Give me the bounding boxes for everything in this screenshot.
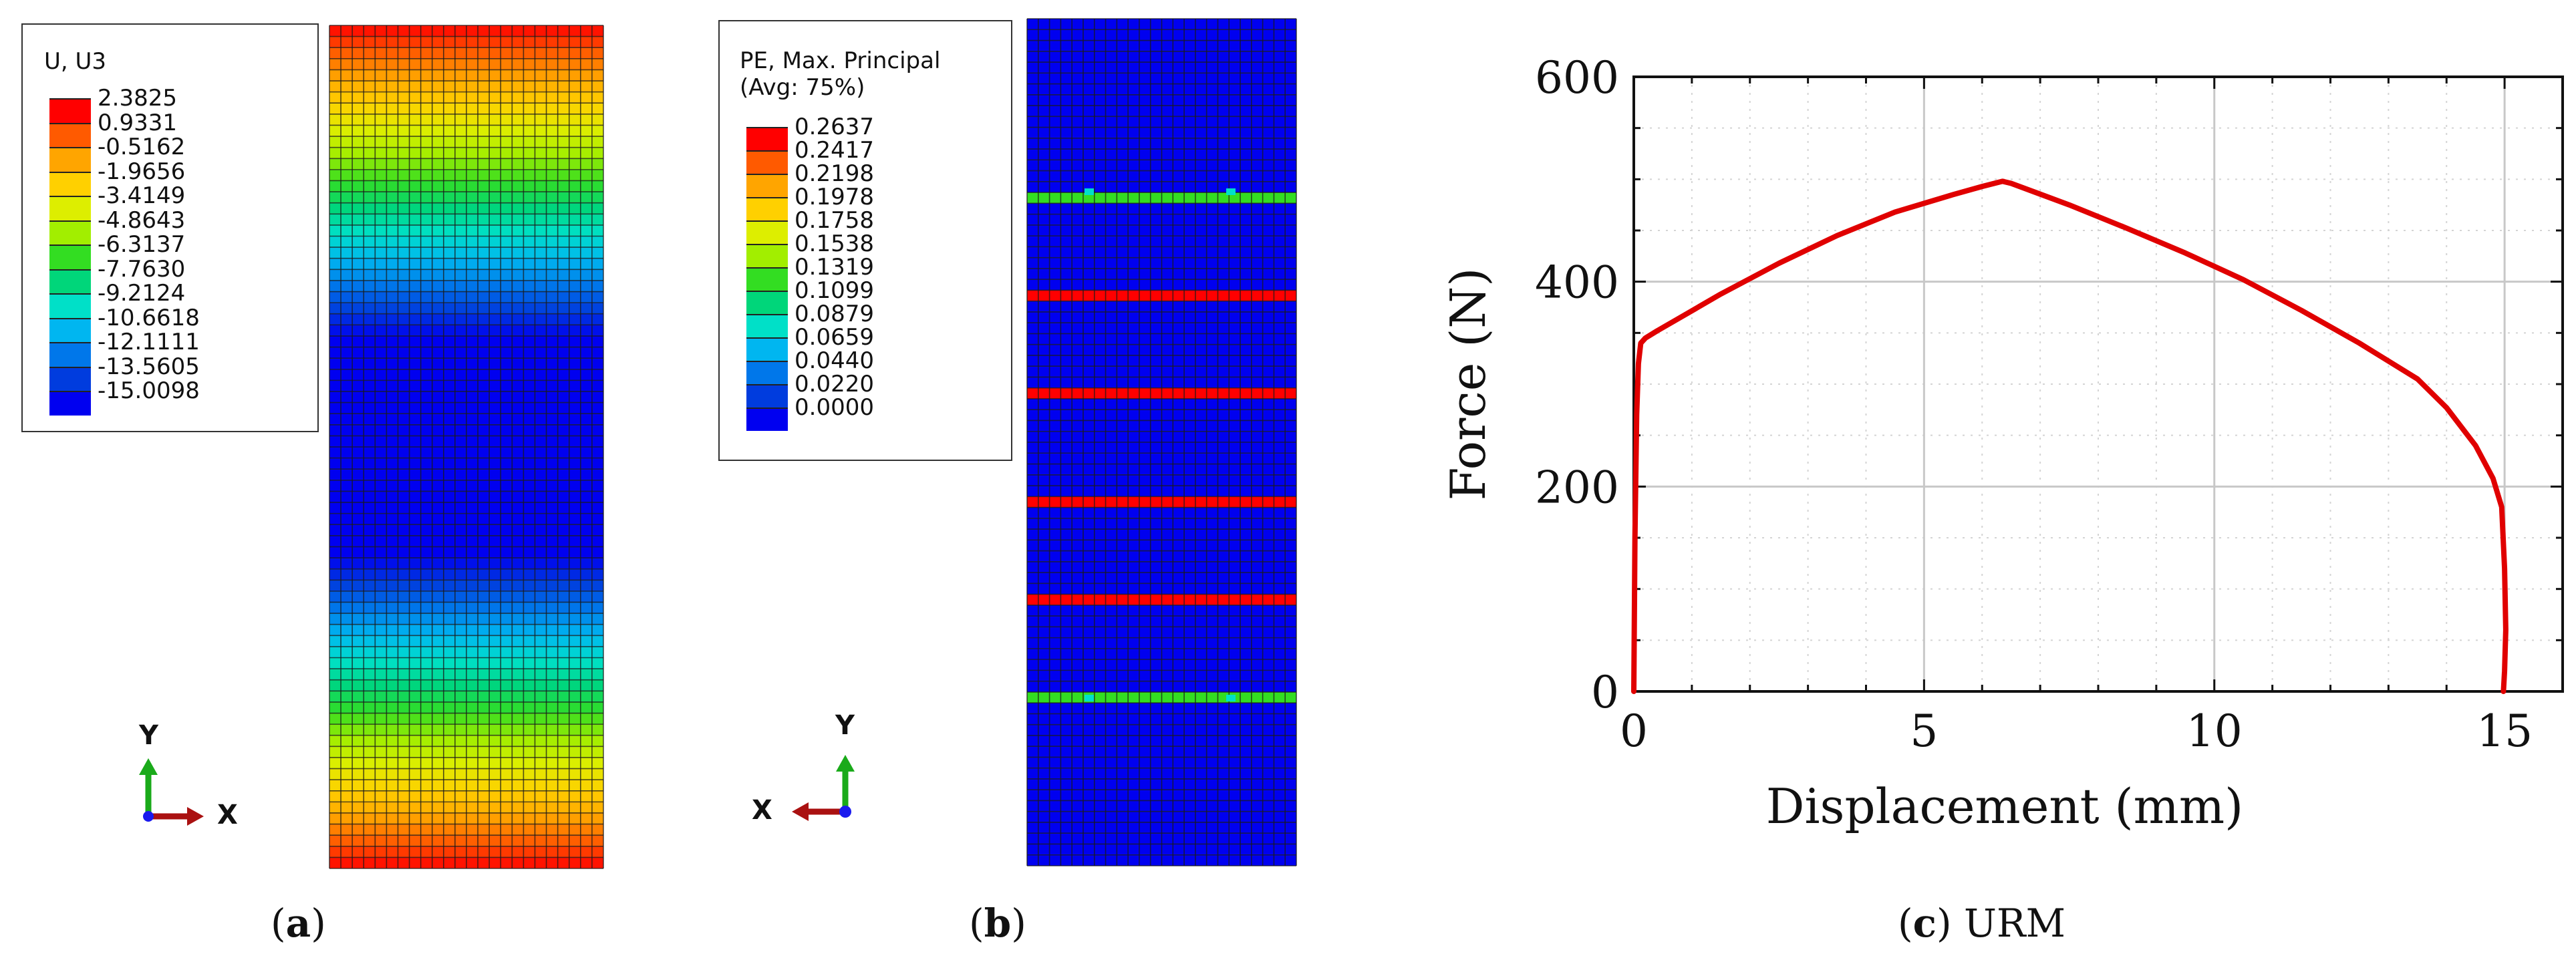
legend-a-value: -3.4149 bbox=[98, 182, 186, 209]
legend-b-swatch bbox=[746, 244, 788, 267]
legend-a-value: -1.9656 bbox=[98, 158, 186, 185]
caption-c-letter: c bbox=[1912, 901, 1937, 946]
legend-a-swatch bbox=[49, 220, 91, 245]
force-displacement-chart: 0 5 10 15 0 200 400 600 Displacement (mm) Force… bbox=[1440, 52, 2564, 834]
legend-b-title-line1: PE, Max. Principal bbox=[740, 47, 941, 74]
legend-b-swatch bbox=[746, 314, 788, 337]
triad-b-y-label: Y bbox=[835, 710, 855, 741]
legend-a-swatch bbox=[49, 122, 91, 147]
chart-tick-labels: 0 5 10 15 0 200 400 600 bbox=[1535, 52, 2533, 757]
legend-a-value: -0.5162 bbox=[98, 134, 186, 160]
chart-x-tick-label: 5 bbox=[1910, 705, 1938, 757]
legend-b-swatch bbox=[746, 408, 788, 431]
chart-y-tick-label: 600 bbox=[1535, 52, 1619, 104]
legend-a-value: 2.3825 bbox=[98, 85, 177, 112]
legend-b-value: 0.0879 bbox=[795, 301, 874, 327]
triad-b-y-arrowhead bbox=[836, 755, 855, 772]
legend-a-swatch bbox=[49, 269, 91, 293]
triad-a-y-label: Y bbox=[139, 720, 158, 751]
legend-a-value: -10.6618 bbox=[98, 304, 200, 331]
legend-a-value: -7.7630 bbox=[98, 255, 186, 283]
legend-a-value: 0.9331 bbox=[98, 109, 177, 136]
legend-b-value: 0.1538 bbox=[795, 230, 874, 257]
legend-a-swatch bbox=[49, 366, 91, 391]
legend-a: U, U3 2.3825 0.9331 -0.5162 -1.9656 -3.4149-… bbox=[21, 23, 319, 432]
legend-b: PE, Max. Principal (Avg: 75%) 0.2637 0.24… bbox=[718, 20, 1012, 461]
mesh-a-u3-contour bbox=[329, 25, 604, 869]
caption-b: (b) bbox=[969, 901, 1026, 946]
chart-series-line bbox=[1631, 178, 2509, 694]
legend-b-swatch bbox=[746, 150, 788, 174]
legend-a-value: -15.0098 bbox=[98, 377, 200, 404]
legend-a-value: -12.1111 bbox=[98, 329, 200, 355]
legend-a-value: -4.8643 bbox=[98, 206, 186, 234]
legend-b-value: 0.1978 bbox=[795, 184, 874, 210]
legend-b-swatch bbox=[746, 361, 788, 384]
triad-b-x-arrowhead bbox=[792, 802, 809, 821]
legend-b-swatch bbox=[746, 220, 788, 244]
caption-b-letter: b bbox=[984, 901, 1012, 946]
legend-b-value: 0.0220 bbox=[795, 371, 874, 397]
legend-b-value: 0.0440 bbox=[795, 347, 874, 374]
triad-a-x-label: X bbox=[217, 800, 238, 830]
legend-a-title: U, U3 bbox=[44, 48, 107, 75]
legend-b-swatch bbox=[746, 127, 788, 150]
legend-a-swatch bbox=[49, 147, 91, 172]
legend-b-title-line2: (Avg: 75%) bbox=[740, 74, 865, 101]
legend-b-value: 0.2198 bbox=[795, 160, 874, 187]
legend-b-swatch bbox=[746, 267, 788, 291]
chart-x-tick-label: 10 bbox=[2186, 705, 2243, 757]
caption-a: (a) bbox=[271, 901, 326, 946]
legend-a-swatch bbox=[49, 342, 91, 367]
legend-a-value: -13.5605 bbox=[98, 353, 200, 380]
legend-b-value: 0.0659 bbox=[795, 324, 874, 351]
legend-b-value: 0.0000 bbox=[795, 394, 874, 421]
chart-x-tick-label: 0 bbox=[1620, 705, 1648, 757]
legend-b-swatch bbox=[746, 337, 788, 361]
legend-a-swatch bbox=[49, 196, 91, 220]
legend-b-value: 0.2417 bbox=[795, 137, 874, 164]
caption-c-text: URM bbox=[1964, 901, 2065, 946]
legend-a-swatch bbox=[49, 98, 91, 123]
legend-a-value: -9.2124 bbox=[98, 280, 186, 307]
triad-a bbox=[139, 758, 204, 826]
legend-b-swatch bbox=[746, 197, 788, 220]
caption-c: (c) URM bbox=[1898, 901, 2065, 946]
triad-a-y-arrowhead bbox=[139, 758, 158, 775]
legend-b-swatch bbox=[746, 384, 788, 408]
legend-b-value: 0.2637 bbox=[795, 114, 874, 140]
chart-y-tick-label: 0 bbox=[1591, 667, 1619, 718]
triad-b-x-label: X bbox=[752, 795, 772, 826]
mesh-b-plastic-strain bbox=[1026, 18, 1297, 866]
chart-y-tick-label: 400 bbox=[1535, 257, 1619, 309]
legend-b-swatch bbox=[746, 174, 788, 197]
caption-a-letter: a bbox=[285, 901, 311, 946]
chart-frame bbox=[1632, 75, 2564, 693]
legend-b-swatch bbox=[746, 291, 788, 314]
legend-a-swatch bbox=[49, 317, 91, 342]
legend-b-value: 0.1319 bbox=[795, 254, 874, 281]
legend-a-swatch bbox=[49, 171, 91, 196]
triad-b bbox=[792, 755, 855, 821]
chart-ylabel: Force (N) bbox=[1440, 268, 1496, 501]
chart-y-tick-label: 200 bbox=[1535, 462, 1619, 513]
legend-b-value: 0.1758 bbox=[795, 207, 874, 234]
triad-b-z-dot bbox=[839, 806, 851, 818]
legend-a-swatch bbox=[49, 293, 91, 318]
legend-b-value: 0.1099 bbox=[795, 277, 874, 304]
chart-x-tick-label: 15 bbox=[2476, 705, 2533, 757]
triad-a-z-dot bbox=[143, 811, 154, 822]
legend-a-value: -6.3137 bbox=[98, 231, 186, 258]
legend-a-swatch bbox=[49, 391, 91, 416]
triad-a-x-arrowhead bbox=[187, 807, 204, 826]
chart-xlabel: Displacement (mm) bbox=[1766, 778, 2243, 834]
legend-a-swatch bbox=[49, 245, 91, 269]
